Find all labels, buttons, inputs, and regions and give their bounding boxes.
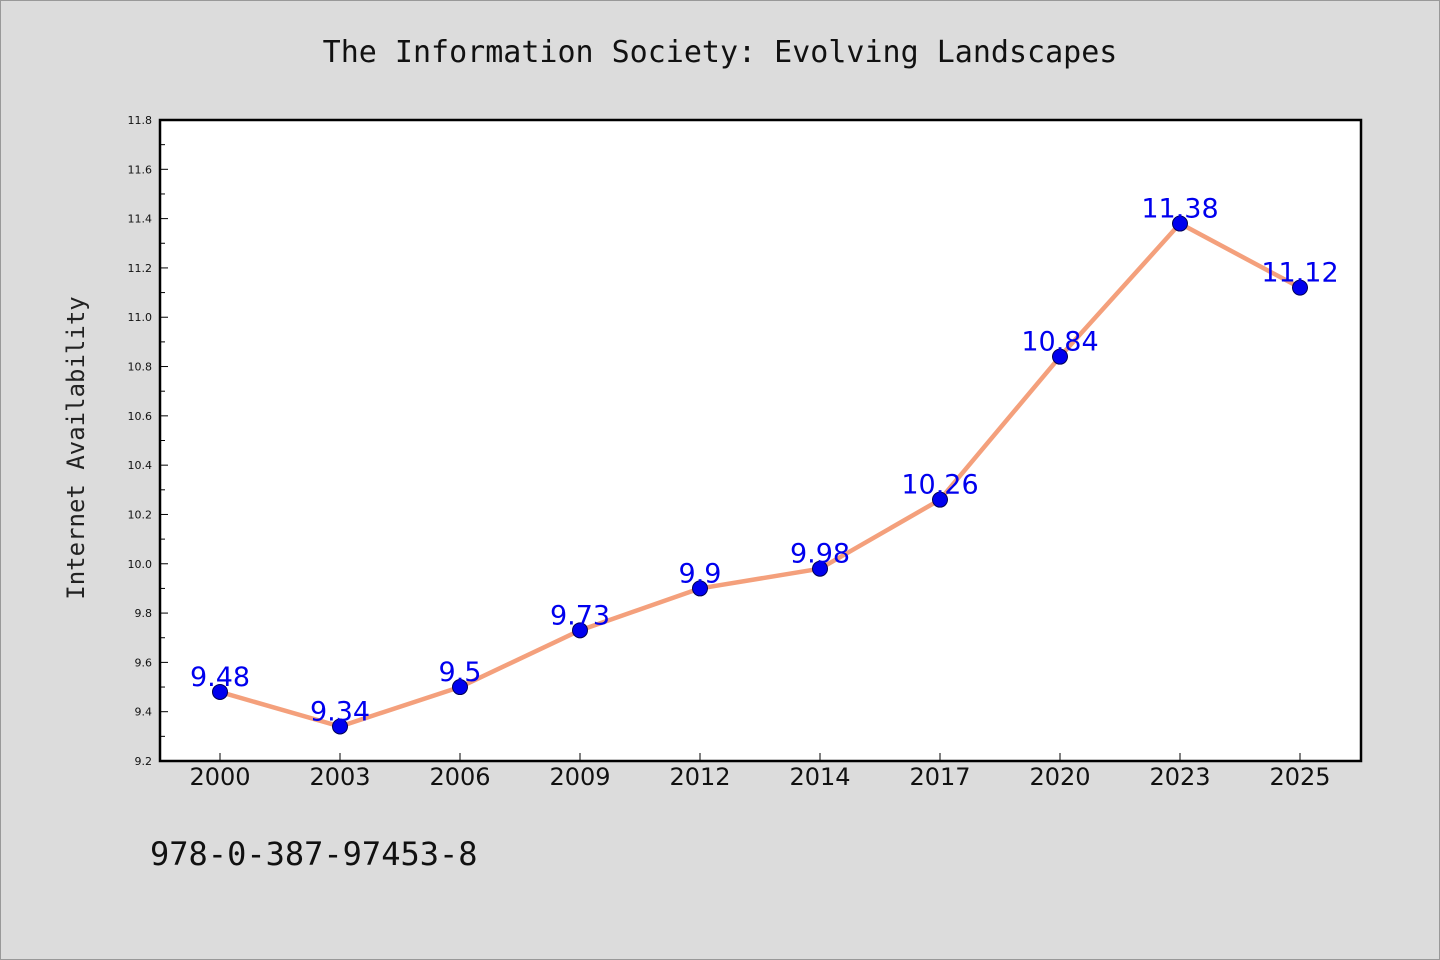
data-label: 10.84 <box>1021 327 1098 358</box>
x-tick-label: 2023 <box>1149 763 1210 791</box>
x-tick-label: 2014 <box>789 763 850 791</box>
data-point <box>212 683 228 700</box>
y-axis-ticks: 9.2 9.4 9.6 9.8 10.0 10.2 10.4 10.6 10.8 11.0 11.2… <box>128 114 168 768</box>
y-tick-label: 9.6 <box>135 656 153 669</box>
data-label: 11.12 <box>1261 258 1338 289</box>
data-point <box>1052 348 1068 365</box>
data-point <box>932 491 948 508</box>
data-point <box>692 580 708 597</box>
series-line <box>217 221 1303 729</box>
y-tick-label: 9.8 <box>135 607 153 620</box>
y-tick-label: 11.8 <box>128 114 153 127</box>
series-layer: 9.48 9.34 9.5 9.73 9.9 9.98 10.26 10.84 11.38 11.… <box>190 194 1339 735</box>
x-tick-label: 2025 <box>1269 763 1330 791</box>
plot-area <box>158 118 1363 763</box>
y-tick-label: 10.8 <box>128 361 153 374</box>
isbn-text: 978-0-387-97453-8 <box>150 835 478 873</box>
x-tick-label: 2012 <box>669 763 730 791</box>
y-tick-label: 9.4 <box>135 706 153 719</box>
x-tick-label: 2020 <box>1029 763 1090 791</box>
x-tick-label: 2006 <box>429 763 490 791</box>
data-label: 9.34 <box>310 696 370 727</box>
y-axis-title: Internet Availability <box>62 296 90 599</box>
data-label: 11.38 <box>1141 194 1218 225</box>
data-label: 9.9 <box>679 558 722 589</box>
y-tick-label: 10.6 <box>128 410 153 423</box>
x-axis-ticks: 2000 2003 2006 2009 2012 2014 2017 2020 2023 2025 <box>189 753 1331 791</box>
data-point <box>332 718 348 735</box>
y-tick-label: 9.2 <box>135 755 153 768</box>
data-label: 9.5 <box>439 657 482 688</box>
y-tick-label: 10.4 <box>128 459 153 472</box>
y-tick-label: 11.6 <box>128 163 153 176</box>
data-point <box>1292 279 1308 296</box>
y-tick-label: 10.2 <box>128 508 153 521</box>
data-label: 9.73 <box>550 600 610 631</box>
data-label: 10.26 <box>901 470 978 501</box>
x-tick-label: 2000 <box>189 763 250 791</box>
data-label: 9.98 <box>790 539 850 570</box>
x-tick-label: 2017 <box>909 763 970 791</box>
chart-title: The Information Society: Evolving Landsc… <box>323 35 1118 70</box>
y-tick-label: 11.0 <box>128 311 153 324</box>
y-tick-label: 11.2 <box>128 262 153 275</box>
y-tick-label: 11.4 <box>128 213 153 226</box>
data-label: 9.48 <box>190 662 250 693</box>
y-tick-label: 10.0 <box>128 558 153 571</box>
x-tick-label: 2009 <box>549 763 610 791</box>
data-point <box>1172 215 1188 232</box>
data-point <box>452 679 468 696</box>
data-point <box>812 560 828 577</box>
data-point <box>572 622 588 639</box>
x-tick-label: 2003 <box>309 763 370 791</box>
